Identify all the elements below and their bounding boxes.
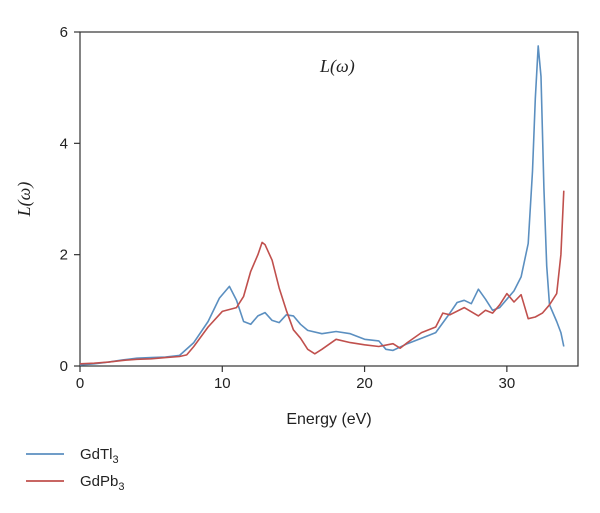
y-axis-title: L(ω)	[14, 182, 35, 218]
legend-entry-subscript: 3	[113, 454, 119, 466]
x-tick-label: 10	[214, 375, 231, 392]
y-tick-label: 6	[60, 24, 68, 41]
legend-entry-label: GdPb3	[80, 473, 124, 493]
series-line-gdtl	[79, 45, 565, 366]
legend-entry-name: GdPb	[80, 473, 118, 490]
legend-entry-label: GdTl3	[80, 446, 119, 466]
y-tick-label: 4	[60, 135, 68, 152]
y-tick-label: 2	[60, 247, 68, 264]
series-line-gdpb	[79, 190, 565, 365]
legend-entry-subscript: 3	[118, 481, 124, 493]
y-tick-label: 0	[60, 358, 68, 375]
x-tick-label: 30	[499, 375, 516, 392]
chart-annotation: L(ω)	[319, 56, 355, 77]
legend-entry-name: GdTl	[80, 446, 113, 463]
axes: 0 10 20 30 0 2 4 6	[60, 24, 579, 392]
series-layer	[79, 45, 565, 366]
x-tick-label: 20	[356, 375, 373, 392]
x-axis-title: Energy (eV)	[286, 411, 371, 428]
plot-frame	[79, 31, 579, 367]
x-tick-label: 0	[76, 375, 84, 392]
